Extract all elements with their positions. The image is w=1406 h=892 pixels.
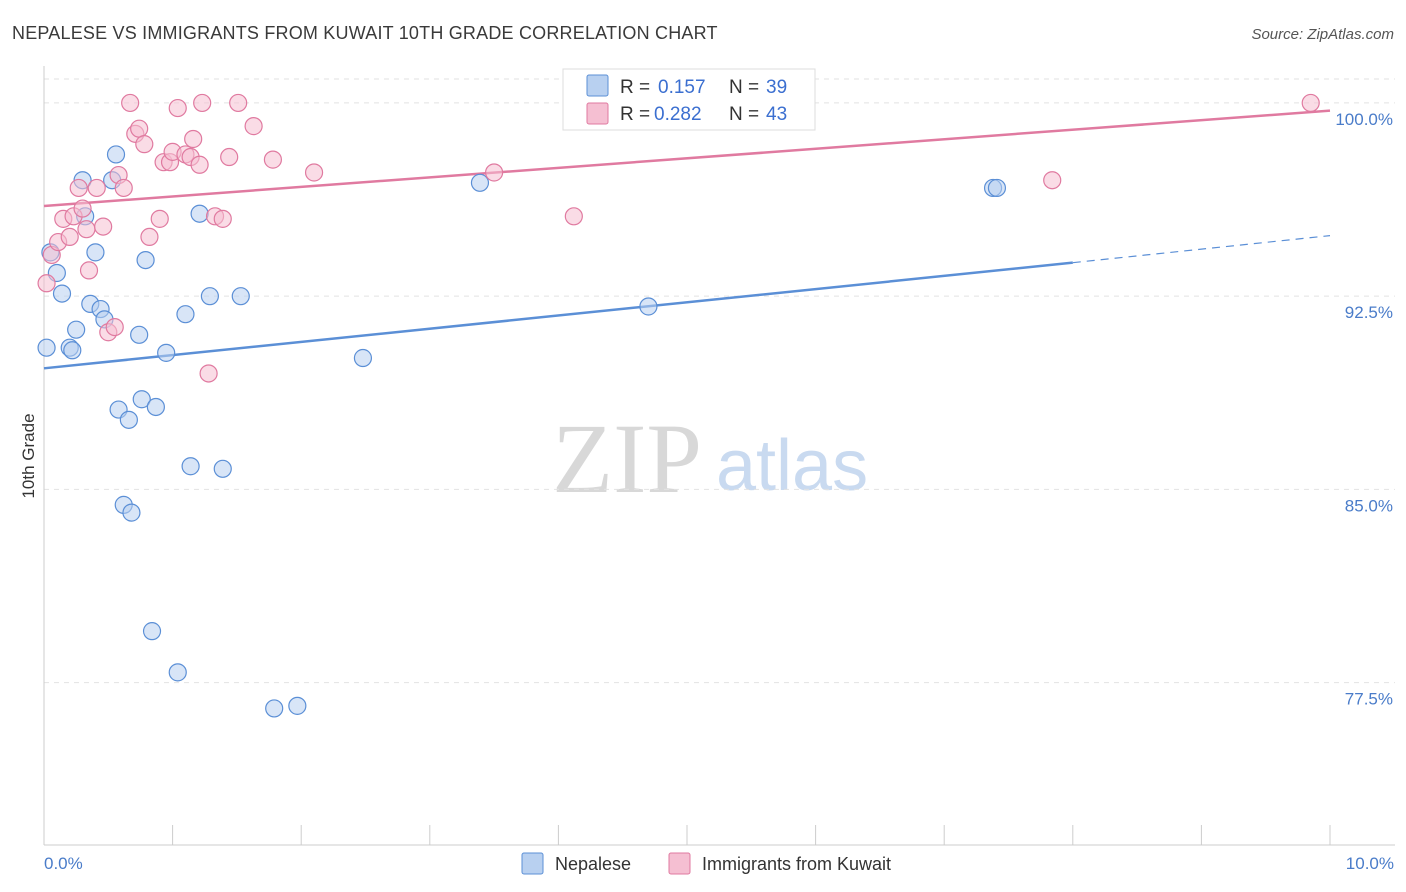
series-legend-swatch-kuwait bbox=[668, 852, 691, 875]
point-s0-31 bbox=[231, 287, 250, 306]
y-tick-label-2: 92.5% bbox=[1345, 303, 1393, 322]
legend-r-value-nepalese: 0.157 bbox=[658, 77, 706, 98]
point-s0-22 bbox=[142, 622, 162, 641]
legend-n-value-nepalese: 39 bbox=[766, 77, 787, 98]
point-s1-6 bbox=[69, 178, 88, 198]
watermark: ZIP atlas bbox=[552, 403, 868, 514]
trend-lines bbox=[43, 109, 1331, 370]
point-s0-38 bbox=[987, 178, 1007, 198]
point-s0-27 bbox=[181, 457, 200, 476]
data-points bbox=[37, 93, 1320, 718]
gridlines bbox=[44, 78, 1395, 684]
point-s1-21 bbox=[150, 209, 169, 228]
point-s0-20 bbox=[132, 390, 151, 409]
point-s1-36 bbox=[244, 117, 263, 136]
point-s0-36 bbox=[639, 297, 658, 316]
point-s1-28 bbox=[184, 129, 203, 149]
legend-n-label-nepalese: N = bbox=[729, 77, 759, 98]
watermark-atlas: atlas bbox=[716, 426, 868, 506]
point-s1-37 bbox=[263, 150, 283, 169]
point-s0-17 bbox=[119, 410, 138, 429]
point-s0-29 bbox=[200, 287, 219, 306]
point-s0-32 bbox=[265, 699, 284, 718]
point-s1-39 bbox=[485, 163, 504, 182]
y-axis-label: 10th Grade bbox=[19, 413, 38, 498]
point-s1-30 bbox=[193, 93, 212, 113]
watermark-zip: ZIP bbox=[552, 403, 702, 514]
point-s1-0 bbox=[37, 274, 56, 293]
axes bbox=[43, 66, 1395, 846]
point-s0-6 bbox=[67, 320, 86, 339]
chart-title: NEPALESE VS IMMIGRANTS FROM KUWAIT 10TH … bbox=[12, 23, 718, 43]
trend-line-0 bbox=[43, 261, 1073, 370]
point-s0-21 bbox=[136, 250, 155, 270]
y-tick-label-1: 85.0% bbox=[1345, 496, 1393, 515]
legend-r-label-kuwait: R = bbox=[620, 104, 650, 125]
point-s1-8 bbox=[77, 220, 96, 239]
point-s1-7 bbox=[73, 199, 92, 218]
series-legend: Nepalese Immigrants from Kuwait bbox=[521, 852, 891, 875]
point-s1-11 bbox=[94, 217, 113, 236]
point-s1-34 bbox=[220, 147, 239, 167]
trend-line-1 bbox=[43, 109, 1331, 208]
point-s0-28 bbox=[190, 204, 209, 223]
trend-line-extension-0 bbox=[1072, 235, 1331, 264]
point-s0-34 bbox=[353, 348, 373, 368]
y-tick-label-0: 77.5% bbox=[1345, 690, 1393, 709]
legend-swatch-nepalese bbox=[586, 74, 609, 97]
legend-swatch-kuwait bbox=[586, 102, 609, 125]
chart-source: Source: ZipAtlas.com bbox=[1251, 26, 1394, 43]
point-s0-14 bbox=[106, 145, 126, 164]
series-legend-label-kuwait: Immigrants from Kuwait bbox=[702, 854, 891, 874]
point-s1-19 bbox=[135, 135, 154, 154]
point-s0-0 bbox=[37, 338, 56, 357]
point-s0-10 bbox=[86, 243, 105, 262]
point-s1-25 bbox=[168, 98, 187, 118]
point-s0-25 bbox=[168, 663, 187, 682]
x-tick-label-max: 10.0% bbox=[1346, 854, 1394, 873]
x-tick-label-min: 0.0% bbox=[44, 854, 83, 873]
series-legend-swatch-nepalese bbox=[521, 852, 544, 875]
series-legend-label-nepalese: Nepalese bbox=[555, 854, 631, 874]
legend-n-label-kuwait: N = bbox=[729, 104, 759, 125]
y-tick-labels: 77.5% 85.0% 92.5% 100.0% bbox=[1335, 110, 1393, 709]
point-s1-4 bbox=[60, 227, 79, 247]
point-s1-20 bbox=[140, 227, 159, 247]
stats-legend: R = 0.157 N = 39 R = 0.282 N = 43 bbox=[562, 68, 816, 131]
y-tick-label-3: 100.0% bbox=[1335, 110, 1393, 129]
point-s1-13 bbox=[105, 317, 124, 337]
legend-r-label-nepalese: R = bbox=[620, 77, 650, 98]
point-s1-16 bbox=[121, 93, 140, 113]
point-s0-19 bbox=[130, 325, 149, 344]
point-s1-40 bbox=[564, 207, 583, 226]
point-s0-3 bbox=[52, 284, 72, 303]
point-s0-26 bbox=[176, 305, 195, 324]
point-s0-5 bbox=[63, 341, 82, 360]
point-s1-35 bbox=[229, 93, 248, 113]
point-s1-15 bbox=[114, 178, 133, 198]
point-s1-29 bbox=[190, 155, 209, 174]
point-s0-33 bbox=[288, 696, 307, 715]
point-s1-31 bbox=[199, 364, 218, 383]
point-s0-35 bbox=[470, 173, 490, 192]
point-s1-33 bbox=[213, 209, 232, 228]
point-s0-18 bbox=[122, 503, 141, 522]
legend-n-value-kuwait: 43 bbox=[766, 104, 787, 125]
point-s0-30 bbox=[213, 459, 232, 478]
point-s1-9 bbox=[79, 261, 99, 280]
point-s1-41 bbox=[1043, 171, 1062, 190]
legend-r-value-kuwait: 0.282 bbox=[654, 104, 702, 125]
point-s1-38 bbox=[304, 163, 324, 182]
point-s1-18 bbox=[130, 119, 149, 138]
point-s1-42 bbox=[1301, 93, 1320, 113]
point-s0-24 bbox=[157, 343, 176, 362]
point-s1-10 bbox=[87, 178, 106, 198]
point-s0-23 bbox=[146, 397, 165, 417]
